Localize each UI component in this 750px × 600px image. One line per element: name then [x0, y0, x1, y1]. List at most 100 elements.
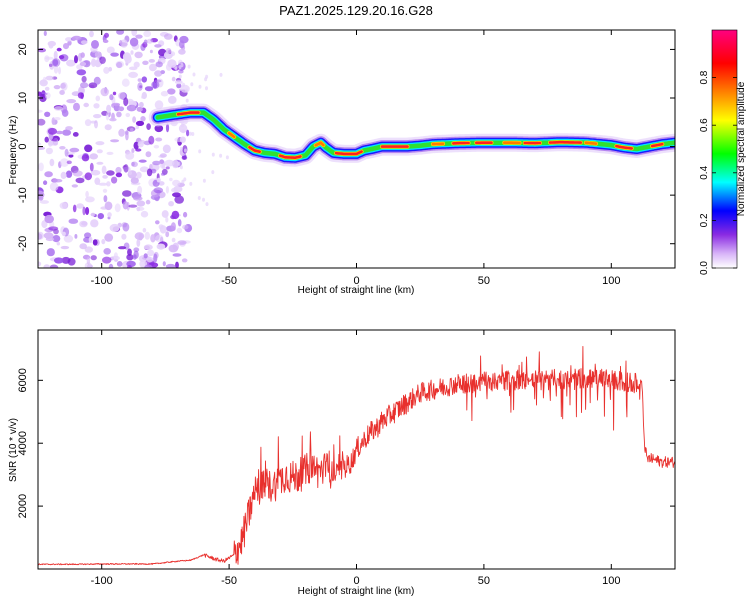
x-tick-label: 0 [353, 275, 359, 287]
noise-blob [109, 94, 114, 101]
noise-blob [61, 109, 69, 117]
noise-blob [205, 202, 209, 207]
noise-blob [172, 253, 182, 257]
noise-blob [161, 210, 169, 218]
noise-blob [130, 50, 134, 55]
noise-blob [137, 185, 143, 195]
noise-blob [145, 151, 152, 158]
noise-blob [179, 136, 186, 143]
noise-blob [44, 86, 50, 91]
noise-blob [44, 171, 53, 178]
noise-blob [53, 85, 61, 90]
noise-blob [135, 34, 143, 39]
noise-blob [165, 231, 170, 238]
noise-blob [43, 180, 48, 185]
noise-blob [171, 76, 176, 82]
y-tick-label: 0 [17, 144, 29, 150]
noise-blob [191, 132, 195, 136]
noise-blob [150, 234, 156, 243]
noise-blob [55, 130, 64, 135]
noise-blob [123, 97, 129, 107]
noise-blob [197, 196, 201, 200]
noise-blob [211, 152, 215, 157]
noise-blob [116, 261, 123, 267]
noise-blob [122, 222, 130, 232]
noise-blob [155, 234, 164, 243]
noise-blob [127, 265, 132, 268]
noise-blob [202, 197, 205, 202]
noise-blob [205, 86, 208, 91]
noise-blob [39, 200, 50, 204]
snr-series-line [38, 345, 675, 566]
noise-blob [172, 192, 181, 198]
noise-blob [134, 232, 145, 240]
noise-blob [180, 123, 184, 128]
noise-blob [60, 245, 70, 250]
noise-blob [77, 92, 84, 99]
colorbar-ticks: 0.0 0.2 0.4 0.6 0.8 [699, 70, 737, 275]
noise-blob [133, 61, 140, 68]
x-tick-label: 0 [353, 575, 359, 587]
noise-blob [135, 124, 140, 130]
noise-blob [161, 172, 166, 176]
noise-blob [109, 117, 117, 122]
noise-blob [133, 196, 143, 201]
x-tick-label: 100 [602, 575, 620, 587]
x-tick-label: -100 [91, 575, 113, 587]
noise-blob [43, 264, 51, 268]
noise-blob [54, 106, 64, 111]
noise-blob [38, 162, 44, 172]
noise-blob [53, 117, 61, 121]
noise-blob [106, 151, 114, 155]
noise-blob [185, 98, 189, 103]
noise-blob [43, 232, 54, 239]
noise-blob [44, 214, 54, 224]
noise-blob [80, 82, 89, 89]
noise-blob [198, 84, 202, 89]
noise-blob [48, 226, 59, 231]
noise-blob [92, 239, 98, 246]
noise-blob [103, 195, 108, 203]
noise-blob [179, 165, 183, 170]
noise-blob [112, 91, 117, 96]
noise-blob [211, 170, 215, 175]
noise-blob [109, 223, 120, 232]
colorbar: 0.0 0.2 0.4 0.6 0.8 Normalized spectral ampl… [699, 29, 747, 275]
noise-blob [179, 146, 183, 151]
noise-blob [180, 84, 190, 93]
noise-blob [76, 69, 87, 76]
noise-blob [81, 75, 87, 83]
noise-blob [156, 177, 161, 183]
noise-blob [172, 179, 181, 187]
noise-blob [190, 82, 194, 87]
noise-blob [154, 70, 163, 77]
noise-blob [107, 212, 112, 218]
noise-blob [146, 168, 153, 177]
noise-blob [187, 64, 191, 69]
noise-blob [158, 181, 165, 186]
noise-blob [102, 175, 108, 179]
noise-blob [181, 258, 188, 263]
noise-blob [140, 116, 146, 122]
noise-blob [144, 264, 153, 268]
noise-blob [131, 161, 138, 168]
ridge-core-red [227, 131, 236, 139]
noise-blob [177, 240, 187, 245]
noise-blob [71, 35, 82, 41]
noise-blob [38, 195, 44, 201]
snr-frame [37, 329, 676, 570]
y-tick-label: -20 [17, 236, 29, 252]
noise-blob [115, 172, 123, 178]
noise-blob [49, 182, 59, 192]
noise-blob [86, 256, 91, 265]
ridge-core-red [584, 141, 598, 145]
noise-blob [96, 149, 103, 154]
noise-blob [108, 263, 114, 268]
noise-blob [68, 154, 74, 158]
noise-blob [122, 190, 132, 197]
noise-blob [143, 30, 152, 37]
noise-blob [90, 169, 101, 176]
y-tick-label: 6000 [17, 368, 29, 392]
noise-blob [74, 234, 78, 239]
